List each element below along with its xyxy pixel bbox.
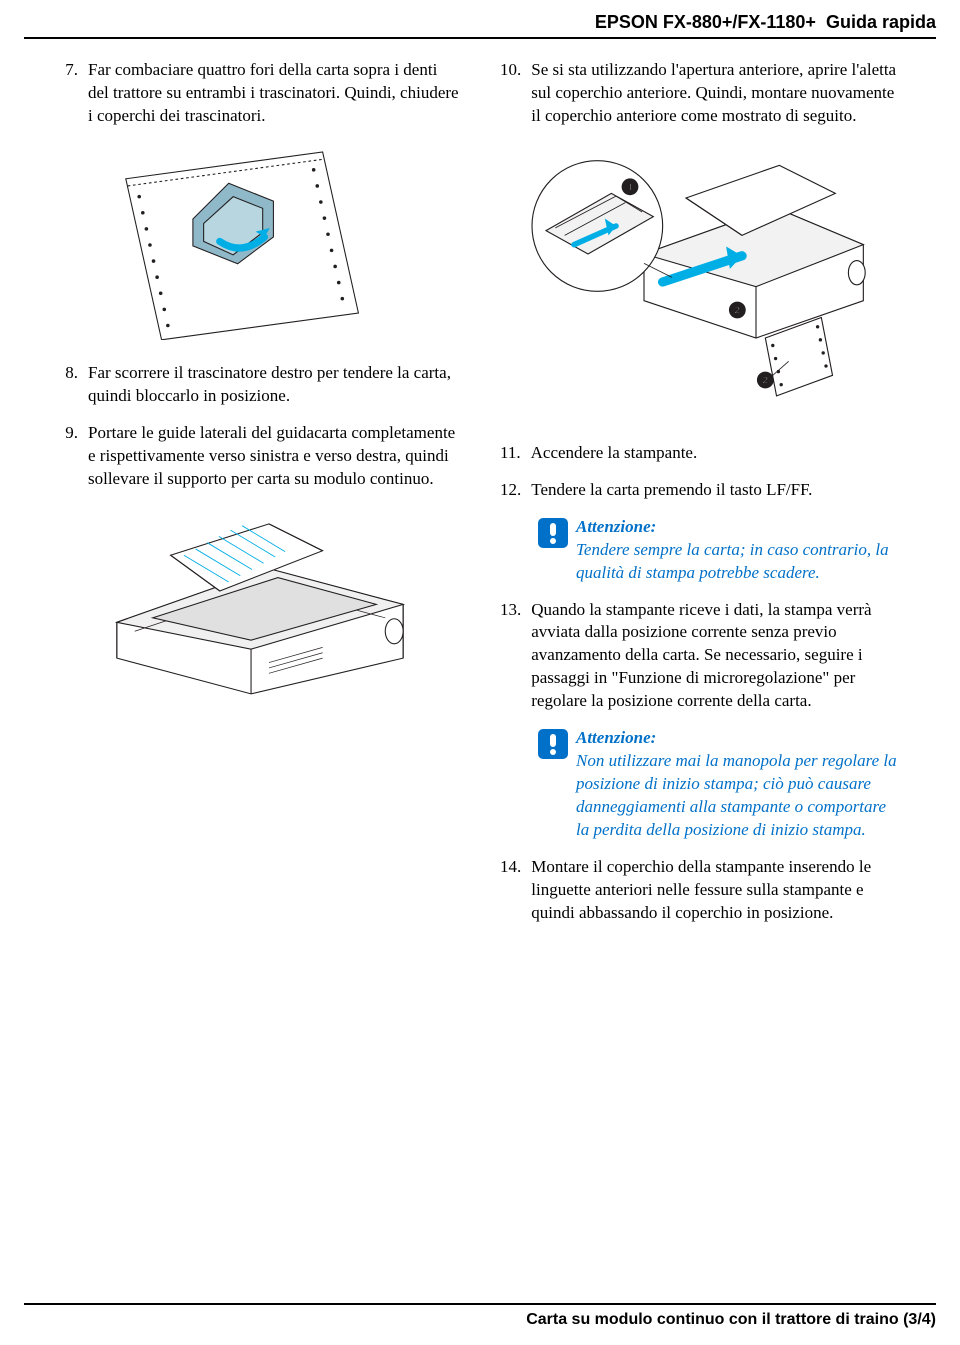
step-11: 11. Accendere la stampante.	[500, 442, 900, 465]
callout-2b: 2	[762, 376, 768, 387]
step-text: Quando la stampante riceve i dati, la st…	[531, 599, 900, 714]
step-number: 10.	[500, 59, 531, 128]
footer-rule	[24, 1303, 936, 1305]
right-column: 10. Se si sta utilizzando l'apertura ant…	[500, 59, 900, 939]
left-column: 7. Far combaciare quattro fori della car…	[60, 59, 460, 939]
step-number: 8.	[60, 362, 88, 408]
product-name: EPSON FX-880+/FX-1180+	[595, 12, 816, 32]
step-text: Far scorrere il trascinatore destro per …	[88, 362, 460, 408]
header-rule	[24, 37, 936, 39]
step-text: Se si sta utilizzando l'apertura anterio…	[531, 59, 900, 128]
step-13: 13. Quando la stampante riceve i dati, l…	[500, 599, 900, 714]
step-number: 13.	[500, 599, 531, 714]
illustration-printer-guides	[60, 505, 460, 705]
content-columns: 7. Far combaciare quattro fori della car…	[0, 59, 960, 939]
attention-text: Tendere sempre la carta; in caso contrar…	[576, 540, 889, 582]
step-text: Far combaciare quattro fori della carta …	[88, 59, 460, 128]
attention-box-2: Attenzione: Non utilizzare mai la manopo…	[538, 727, 900, 842]
step-10: 10. Se si sta utilizzando l'apertura ant…	[500, 59, 900, 128]
warning-icon	[538, 516, 576, 585]
illustration-front-cover: 1 2 2	[500, 142, 900, 422]
step-number: 11.	[500, 442, 531, 465]
doc-title: Guida rapida	[826, 12, 936, 32]
attention-title: Attenzione:	[576, 517, 656, 536]
step-number: 12.	[500, 479, 531, 502]
step-text: Accendere la stampante.	[531, 442, 900, 465]
callout-1: 1	[627, 182, 633, 193]
step-7: 7. Far combaciare quattro fori della car…	[60, 59, 460, 128]
attention-body: Attenzione: Tendere sempre la carta; in …	[576, 516, 900, 585]
warning-icon	[538, 727, 576, 842]
callout-2a: 2	[734, 306, 740, 317]
step-number: 7.	[60, 59, 88, 128]
step-text: Tendere la carta premendo il tasto LF/FF…	[531, 479, 900, 502]
step-number: 9.	[60, 422, 88, 491]
step-14: 14. Montare il coperchio della stampante…	[500, 856, 900, 925]
illustration-tractor	[60, 142, 460, 342]
attention-box-1: Attenzione: Tendere sempre la carta; in …	[538, 516, 900, 585]
attention-title: Attenzione:	[576, 728, 656, 747]
step-text: Montare il coperchio della stampante ins…	[531, 856, 900, 925]
step-8: 8. Far scorrere il trascinatore destro p…	[60, 362, 460, 408]
page-footer: Carta su modulo continuo con il trattore…	[24, 1303, 936, 1329]
page-header: EPSON FX-880+/FX-1180+ Guida rapida	[0, 0, 960, 37]
step-9: 9. Portare le guide laterali del guidaca…	[60, 422, 460, 491]
step-12: 12. Tendere la carta premendo il tasto L…	[500, 479, 900, 502]
step-number: 14.	[500, 856, 531, 925]
step-text: Portare le guide laterali del guidacarta…	[88, 422, 460, 491]
footer-text: Carta su modulo continuo con il trattore…	[24, 1311, 936, 1329]
attention-body: Attenzione: Non utilizzare mai la manopo…	[576, 727, 900, 842]
attention-text: Non utilizzare mai la manopola per regol…	[576, 751, 897, 839]
